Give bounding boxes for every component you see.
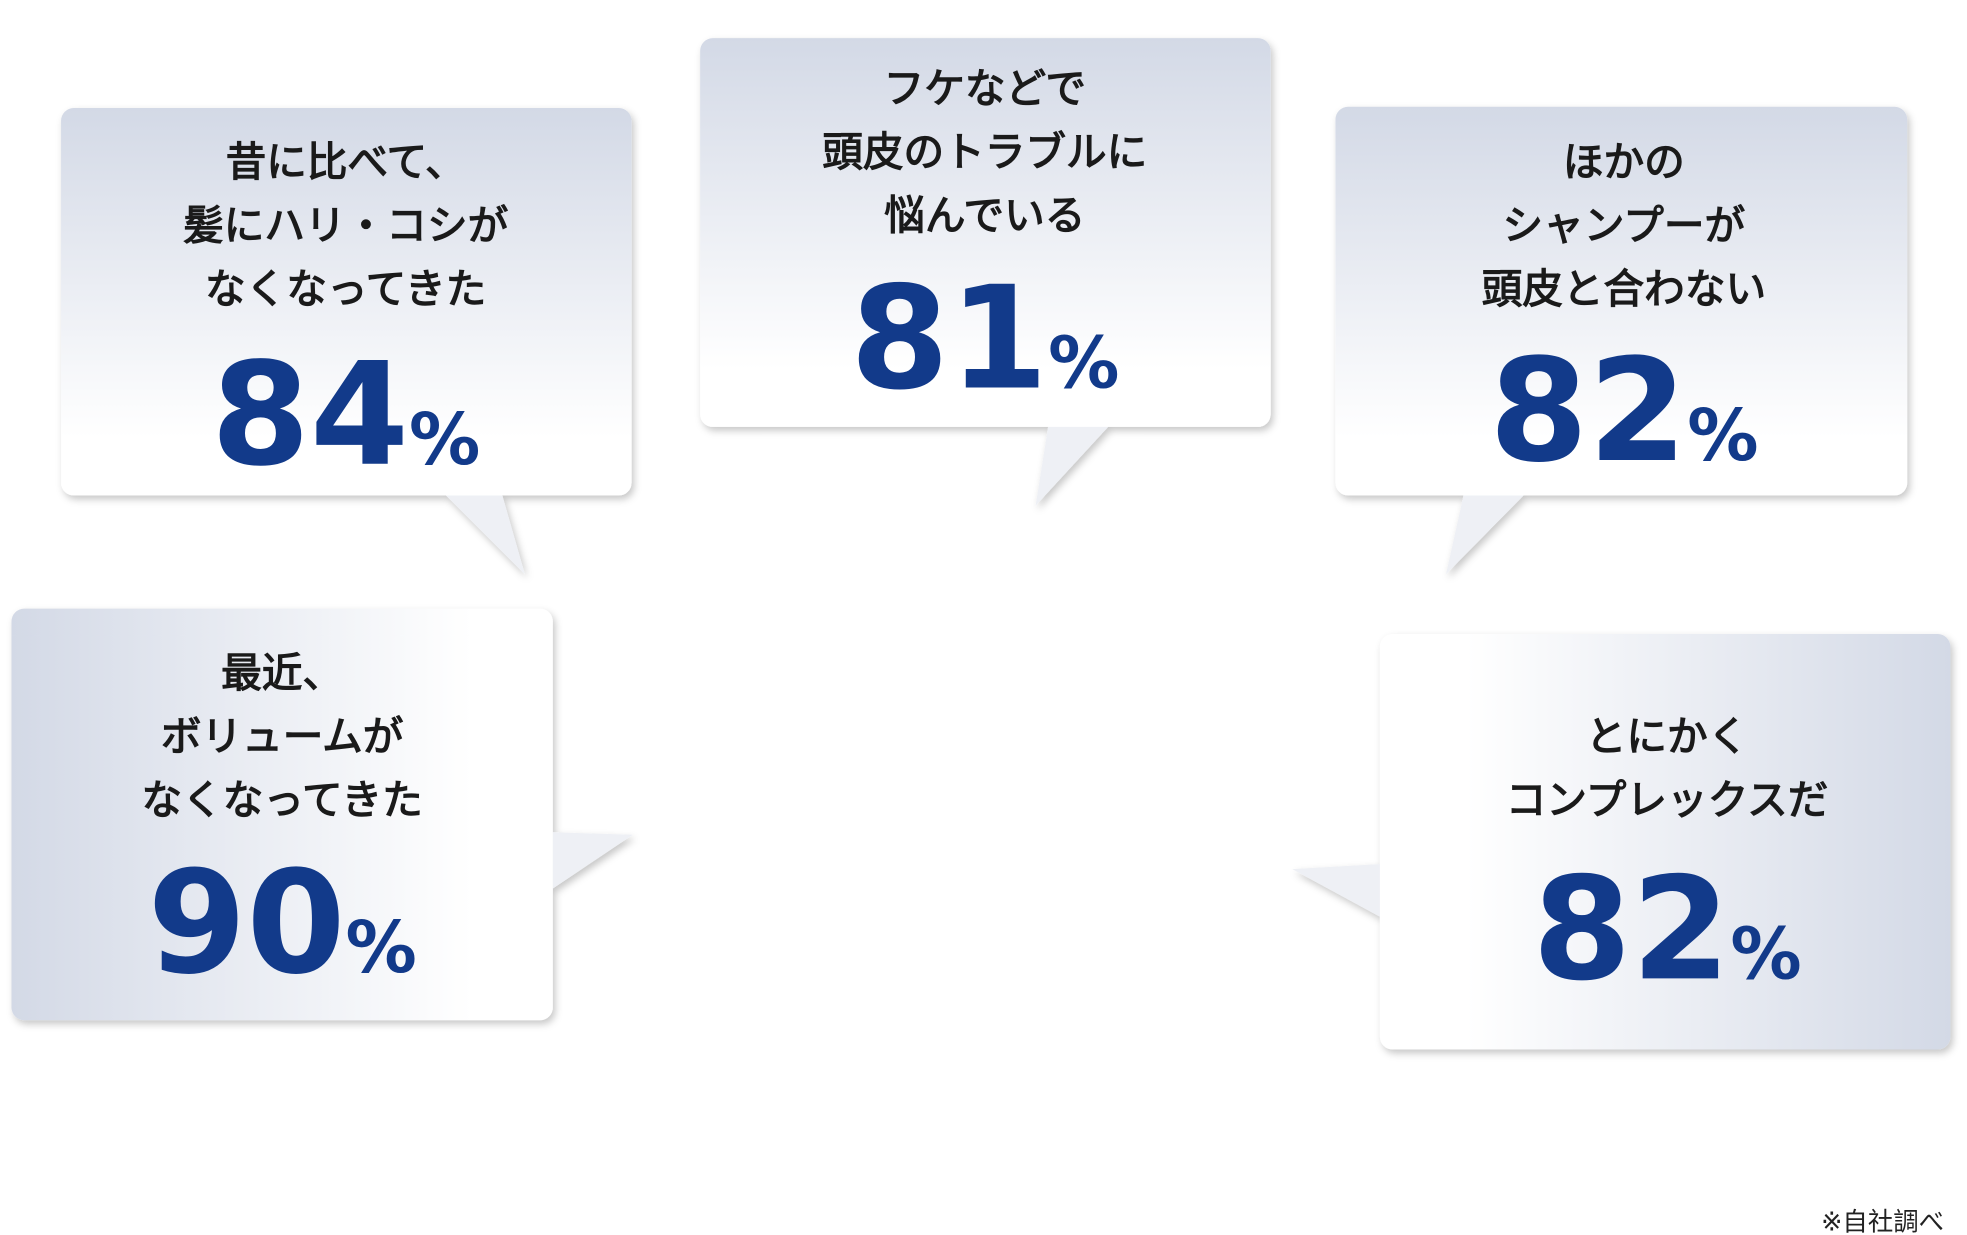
bubble-text: 最近、	[221, 649, 343, 697]
percentage-value: 82	[1489, 328, 1687, 494]
bubble-text: 昔に比べて、	[226, 138, 466, 186]
bubble-text: 悩んでいる	[884, 192, 1085, 240]
bubble-shape	[1292, 634, 1951, 1050]
bubble-tail	[444, 494, 525, 575]
percentage-unit: %	[409, 398, 480, 481]
percentage-value: 82	[1532, 846, 1730, 1012]
bubble-text: なくなってきた	[142, 776, 423, 824]
bubble-shape	[61, 107, 632, 575]
percentage-value: 84	[211, 332, 409, 498]
bubble-text: フケなどで	[884, 64, 1086, 112]
bubble-text: シャンプーが	[1503, 202, 1746, 250]
percentage-unit: %	[1687, 394, 1758, 477]
percentage: 81%	[850, 256, 1119, 422]
percentage-value: 90	[147, 840, 345, 1006]
bubble-text: 頭皮と合わない	[1482, 265, 1766, 313]
bubble-text: なくなってきた	[205, 265, 486, 313]
bubble-text: ほかの	[1563, 138, 1685, 186]
percentage-unit: %	[1730, 912, 1801, 995]
bubble-shape	[11, 608, 633, 1021]
bubble-text: コンプレックスだ	[1506, 776, 1829, 824]
percentage-unit: %	[346, 906, 417, 989]
bubble-body	[700, 38, 1271, 427]
bubble-text: ボリュームが	[161, 712, 404, 760]
bubble-body	[61, 107, 632, 496]
bubble-shape	[1335, 106, 1908, 575]
bubble-text: とにかく	[1586, 712, 1749, 760]
footnote: ※自社調べ	[1821, 1207, 1944, 1235]
bubble-tail	[1445, 494, 1525, 575]
percentage: 84%	[211, 332, 480, 498]
bubble-shape	[700, 38, 1271, 506]
percentage: 82%	[1532, 846, 1801, 1012]
bubble-body	[11, 608, 553, 1021]
bubble-tail	[551, 832, 633, 890]
percentage-value: 81	[850, 256, 1048, 422]
percentage: 82%	[1489, 328, 1758, 494]
bubble-tail	[1292, 863, 1382, 918]
bubble-tail	[1035, 425, 1110, 506]
bubble-body	[1335, 106, 1908, 496]
percentage: 90%	[147, 840, 416, 1006]
bubble-text: 頭皮のトラブルに	[822, 128, 1147, 176]
percentage-unit: %	[1048, 322, 1119, 405]
bubble-text: 髪にハリ・コシが	[183, 202, 508, 250]
bubble-body	[1379, 634, 1951, 1050]
